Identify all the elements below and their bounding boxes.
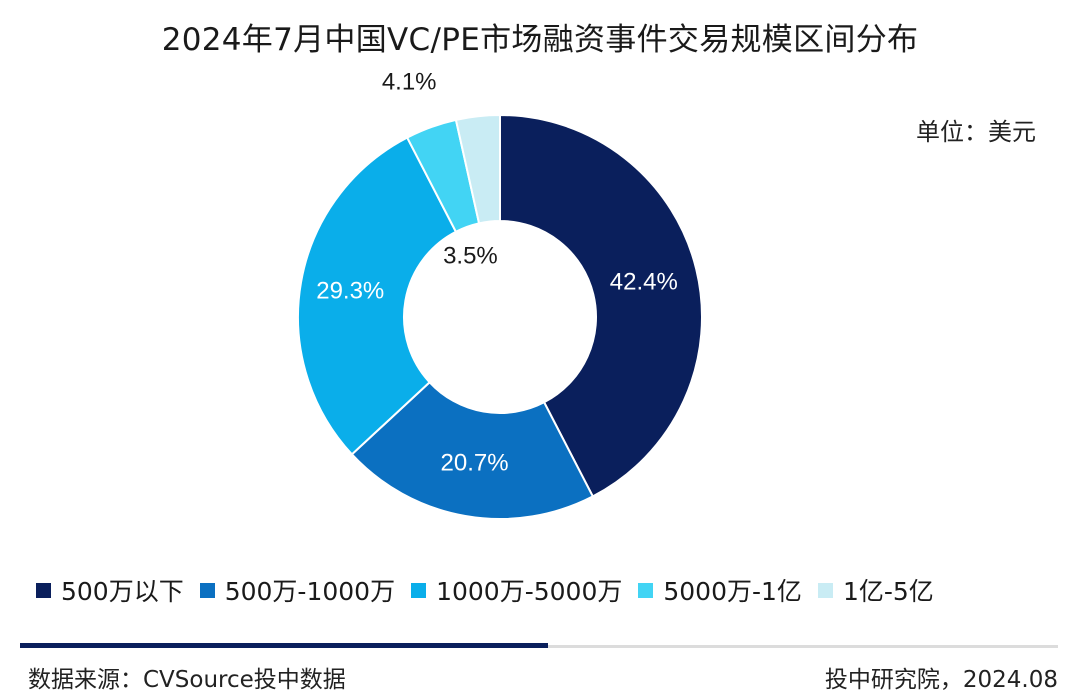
legend-label: 500万-1000万 xyxy=(224,577,396,606)
footer-rule-light xyxy=(548,645,1058,648)
legend-item-1: 500万以下 xyxy=(36,572,184,608)
credit-line: 投中研究院，2024.08 xyxy=(824,667,1058,693)
slice-5 xyxy=(454,113,501,225)
legend-swatch xyxy=(36,582,51,598)
donut-chart: 42.4% 20.7% 29.3% 4.1% 3.5% xyxy=(296,68,703,520)
legend-label: 1亿-5亿 xyxy=(842,577,934,606)
slice-label-1: 42.4% xyxy=(610,268,678,295)
legend-label: 500万以下 xyxy=(61,577,184,606)
slice-label-3: 29.3% xyxy=(316,277,384,304)
legend-item-4: 5000万-1亿 xyxy=(638,572,802,608)
chart-legend: 500万以下 500万-1000万 1000万-5000万 5000万-1亿 1亿-5亿 xyxy=(36,572,1046,608)
legend-item-2: 500万-1000万 xyxy=(199,572,396,608)
unit-label: 单位：美元 xyxy=(916,118,1036,146)
slice-3 xyxy=(296,136,458,456)
legend-swatch xyxy=(411,582,427,598)
slice-label-2: 20.7% xyxy=(441,449,509,476)
footer-rule-dark xyxy=(20,643,548,648)
slice-label-5: 3.5% xyxy=(443,242,498,269)
donut-slices xyxy=(296,113,703,520)
slice-2 xyxy=(350,380,595,520)
slice-labels: 42.4% 20.7% 29.3% 4.1% 3.5% xyxy=(316,68,678,476)
legend-item-3: 1000万-5000万 xyxy=(411,572,622,608)
chart-title: 2024年7月中国VC/PE市场融资事件交易规模区间分布 xyxy=(161,22,919,58)
legend-label: 1000万-5000万 xyxy=(436,577,623,606)
legend-swatch xyxy=(199,582,215,598)
data-source: 数据来源：CVSource投中数据 xyxy=(28,667,346,693)
legend-label: 5000万-1亿 xyxy=(663,577,802,606)
slice-label-4: 4.1% xyxy=(382,68,437,95)
legend-swatch xyxy=(817,582,833,598)
legend-item-5: 1亿-5亿 xyxy=(817,572,934,608)
legend-swatch xyxy=(638,582,654,598)
slice-1 xyxy=(499,113,703,498)
